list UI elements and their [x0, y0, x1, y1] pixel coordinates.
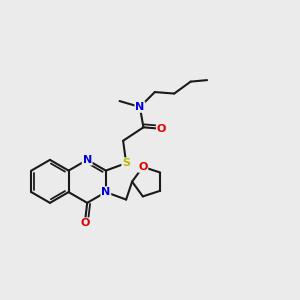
Text: N: N: [101, 187, 110, 197]
Text: O: O: [157, 124, 166, 134]
Text: N: N: [135, 102, 145, 112]
Text: N: N: [82, 155, 92, 165]
Text: O: O: [138, 162, 148, 172]
Text: S: S: [122, 158, 130, 168]
Text: O: O: [80, 218, 89, 228]
